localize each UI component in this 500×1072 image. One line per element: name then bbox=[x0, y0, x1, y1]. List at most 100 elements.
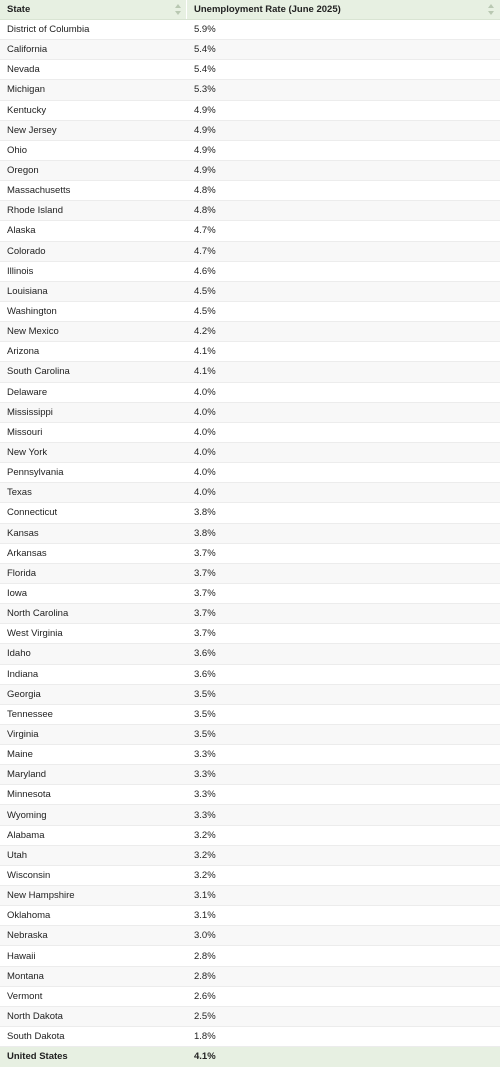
table-row: Arizona 4.1% bbox=[0, 342, 500, 363]
state-cell: Minnesota bbox=[7, 789, 51, 801]
table-row: Texas 4.0% bbox=[0, 483, 500, 504]
rate-cell: 5.9% bbox=[194, 24, 216, 36]
rate-cell: 5.4% bbox=[194, 44, 216, 56]
table-row: Alabama 3.2% bbox=[0, 825, 500, 846]
state-cell: Michigan bbox=[7, 84, 46, 96]
rate-cell: 2.6% bbox=[194, 990, 216, 1002]
rate-cell: 3.7% bbox=[194, 608, 216, 620]
state-cell: Virginia bbox=[7, 728, 39, 740]
table-row: New Jersey 4.9% bbox=[0, 120, 500, 141]
state-cell: Idaho bbox=[7, 648, 31, 660]
table-row: Illinois 4.6% bbox=[0, 261, 500, 282]
rate-cell: 4.5% bbox=[194, 306, 216, 318]
table-row: Missouri 4.0% bbox=[0, 422, 500, 443]
state-cell: Louisiana bbox=[7, 285, 48, 297]
state-cell: Iowa bbox=[7, 588, 28, 599]
state-cell: Florida bbox=[7, 567, 37, 579]
state-column-header[interactable]: State bbox=[0, 0, 187, 19]
state-cell: Indiana bbox=[7, 668, 39, 680]
table-row: Utah 3.2% bbox=[0, 845, 500, 866]
rate-cell: 2.8% bbox=[194, 950, 216, 962]
table-row: Pennsylvania 4.0% bbox=[0, 463, 500, 484]
table-row: Minnesota 3.3% bbox=[0, 785, 500, 806]
rate-cell: 4.5% bbox=[194, 285, 216, 297]
table-row: Massachusetts 4.8% bbox=[0, 181, 500, 202]
state-cell: Colorado bbox=[7, 245, 46, 257]
table-row: New York 4.0% bbox=[0, 442, 500, 464]
state-cell: Hawaii bbox=[7, 950, 36, 962]
table-row: Wisconsin 3.2% bbox=[0, 865, 500, 887]
rate-cell: 3.3% bbox=[194, 789, 216, 801]
rate-cell: 3.3% bbox=[194, 809, 216, 821]
rate-cell: 4.0% bbox=[194, 447, 216, 459]
state-cell: Rhode Island bbox=[7, 205, 63, 217]
table-row: Nevada 5.4% bbox=[0, 60, 500, 81]
state-cell: Washington bbox=[7, 306, 57, 318]
rate-cell: 3.2% bbox=[194, 849, 216, 861]
table-row: Colorado 4.7% bbox=[0, 241, 500, 262]
rate-cell: 3.1% bbox=[194, 890, 216, 902]
rate-cell: 3.3% bbox=[194, 749, 216, 761]
rate-cell: 1.8% bbox=[194, 1031, 216, 1043]
rate-cell: 4.0% bbox=[194, 487, 216, 499]
state-cell: Alabama bbox=[7, 829, 45, 841]
state-cell: Illinois bbox=[7, 265, 34, 277]
rate-cell: 4.0% bbox=[194, 386, 216, 398]
state-cell: Oklahoma bbox=[7, 910, 51, 922]
table-row: Oregon 4.9% bbox=[0, 160, 500, 182]
sort-arrows-icon[interactable] bbox=[488, 4, 494, 15]
rate-cell: 5.3% bbox=[194, 84, 216, 96]
table-row: Arkansas 3.7% bbox=[0, 543, 500, 564]
table-row: Maine 3.3% bbox=[0, 745, 500, 766]
state-header-label: State bbox=[7, 4, 31, 15]
state-cell: Nevada bbox=[7, 64, 40, 76]
table-row: Vermont 2.6% bbox=[0, 986, 500, 1007]
rate-cell: 2.5% bbox=[194, 1010, 216, 1022]
state-cell: California bbox=[7, 44, 48, 56]
state-cell: Arizona bbox=[7, 346, 40, 358]
table-row: New Hampshire 3.1% bbox=[0, 886, 500, 907]
state-cell: New Mexico bbox=[7, 326, 59, 338]
rate-cell: 4.1% bbox=[194, 366, 216, 378]
state-cell: New Hampshire bbox=[7, 890, 75, 902]
rate-cell: 4.6% bbox=[194, 265, 216, 277]
state-cell: Delaware bbox=[7, 386, 48, 398]
state-cell: Georgia bbox=[7, 688, 41, 700]
rate-cell: 3.8% bbox=[194, 527, 216, 539]
table-header: State Unemployment Rate (June 2025) bbox=[0, 0, 500, 20]
rate-cell: 3.6% bbox=[194, 648, 216, 660]
state-cell: Massachusetts bbox=[7, 185, 71, 197]
rate-cell: 3.7% bbox=[194, 567, 216, 579]
rate-cell: 4.9% bbox=[194, 144, 216, 156]
state-cell: Tennessee bbox=[7, 708, 53, 720]
rate-cell: 3.8% bbox=[194, 507, 216, 519]
table-row: South Dakota 1.8% bbox=[0, 1027, 500, 1048]
rate-cell: 4.9% bbox=[194, 104, 216, 116]
state-cell: Arkansas bbox=[7, 547, 47, 559]
table-row: New Mexico 4.2% bbox=[0, 322, 500, 343]
state-cell: Ohio bbox=[7, 144, 28, 156]
state-cell: Maine bbox=[7, 749, 33, 761]
state-cell: North Carolina bbox=[7, 608, 69, 620]
state-cell: New York bbox=[7, 447, 48, 459]
table-row: Michigan 5.3% bbox=[0, 80, 500, 101]
state-cell: Missouri bbox=[7, 426, 43, 438]
rate-cell: 4.8% bbox=[194, 185, 216, 197]
sort-arrows-icon[interactable] bbox=[175, 4, 181, 15]
table-row: Hawaii 2.8% bbox=[0, 946, 500, 967]
table-row: Idaho 3.6% bbox=[0, 644, 500, 665]
table-row: Oklahoma 3.1% bbox=[0, 906, 500, 927]
table-row: California 5.4% bbox=[0, 40, 500, 61]
table-row: Tennessee 3.5% bbox=[0, 704, 500, 725]
state-cell: North Dakota bbox=[7, 1010, 63, 1022]
table-row: Kansas 3.8% bbox=[0, 523, 500, 544]
state-cell: Wisconsin bbox=[7, 869, 51, 881]
state-cell: Wyoming bbox=[7, 809, 47, 821]
footer-rate-cell: 4.1% bbox=[194, 1051, 216, 1063]
rate-cell: 4.7% bbox=[194, 225, 216, 237]
table-row: Virginia 3.5% bbox=[0, 724, 500, 746]
rate-column-header[interactable]: Unemployment Rate (June 2025) bbox=[187, 0, 500, 19]
rate-cell: 4.0% bbox=[194, 467, 216, 479]
state-cell: New Jersey bbox=[7, 124, 57, 136]
state-cell: Texas bbox=[7, 487, 32, 499]
